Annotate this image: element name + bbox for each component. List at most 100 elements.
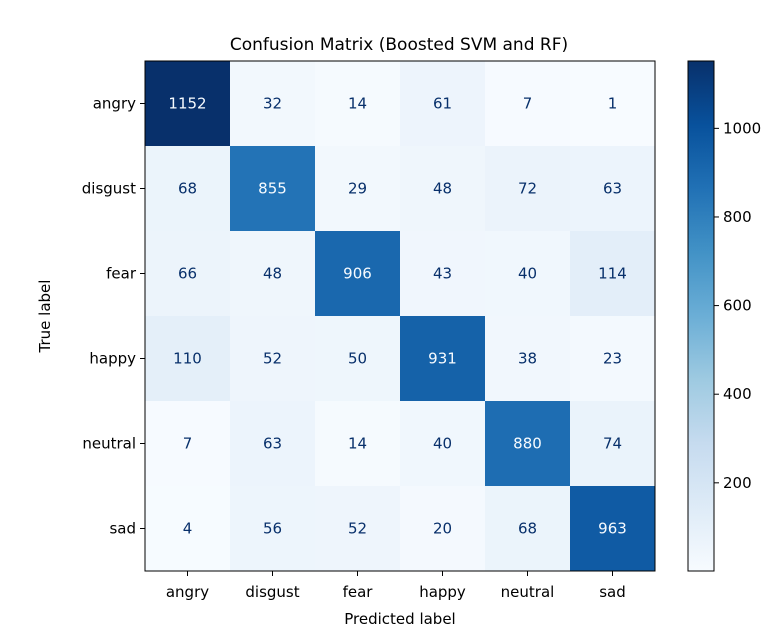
cell-value-label: 63 (263, 435, 282, 453)
cell-value-label: 48 (263, 265, 282, 283)
x-tick-label: disgust (245, 583, 299, 601)
cell-value-label: 906 (343, 265, 372, 283)
x-axis-ticks: angry disgust fear happy neutral sad (166, 571, 626, 601)
heatmap-cell (315, 231, 401, 317)
cell-value-label: 14 (348, 435, 367, 453)
heatmap-cell (230, 486, 316, 572)
colorbar-tick-label: 1000 (723, 119, 761, 137)
heatmap-cells (145, 61, 656, 572)
cell-value-label: 43 (433, 265, 452, 283)
heatmap-cell (315, 486, 401, 572)
colorbar-tick-label: 800 (723, 208, 752, 226)
heatmap-cell (400, 401, 486, 487)
heatmap-cell (400, 316, 486, 402)
heatmap-cell (485, 61, 571, 147)
heatmap-cell (145, 316, 231, 402)
x-axis-label: Predicted label (344, 610, 455, 628)
cell-value-label: 40 (433, 435, 452, 453)
heatmap-cell (570, 401, 656, 487)
cell-value-label: 110 (173, 350, 202, 368)
heatmap-cell (400, 146, 486, 232)
cell-value-label: 52 (263, 350, 282, 368)
cell-value-label: 963 (598, 520, 627, 538)
cell-value-label: 23 (603, 350, 622, 368)
heatmap-cell (485, 231, 571, 317)
heatmap-cell (315, 61, 401, 147)
heatmap-cell (230, 146, 316, 232)
heatmap-cell (400, 486, 486, 572)
heatmap-cell (315, 401, 401, 487)
heatmap-cell (145, 486, 231, 572)
heatmap-cell (570, 146, 656, 232)
cell-value-label: 48 (433, 180, 452, 198)
x-tick-label: sad (599, 583, 626, 601)
cell-value-label: 52 (348, 520, 367, 538)
heatmap-cell (570, 231, 656, 317)
cell-value-label: 56 (263, 520, 282, 538)
y-axis-ticks: angry disgust fear happy neutral sad (82, 95, 145, 538)
cell-value-label: 14 (348, 95, 367, 113)
heatmap-cell (570, 316, 656, 402)
heatmap-cell (145, 231, 231, 317)
heatmap-cell (485, 146, 571, 232)
heatmap-cell (230, 61, 316, 147)
colorbar-gradient (688, 61, 714, 571)
y-tick-label: disgust (82, 180, 136, 198)
heatmap-cell (145, 61, 231, 147)
heatmap-cell (315, 316, 401, 402)
heatmap-cell (315, 146, 401, 232)
cell-value-label: 20 (433, 520, 452, 538)
heatmap-cell-labels: 1152 32 14 61 7 1 68 855 29 48 72 63 66 48 906 43 40 114 1… (168, 95, 626, 538)
cell-value-label: 40 (518, 265, 537, 283)
heatmap-cell (230, 231, 316, 317)
cell-value-label: 931 (428, 350, 457, 368)
cell-value-label: 68 (178, 180, 197, 198)
x-tick-label: neutral (501, 583, 555, 601)
colorbar-tick-label: 600 (723, 297, 752, 315)
y-tick-label: angry (93, 95, 136, 113)
cell-value-label: 855 (258, 180, 287, 198)
colorbar-ticks: 200 400 600 800 1000 (714, 119, 761, 492)
colorbar-tick-label: 400 (723, 385, 752, 403)
colorbar-frame (687, 60, 715, 572)
heatmap-cell (145, 146, 231, 232)
heatmap-cell (485, 316, 571, 402)
y-axis-label: True label (36, 280, 54, 354)
heatmap-cell (145, 401, 231, 487)
heatmap-cell (485, 401, 571, 487)
x-tick-label: angry (166, 583, 209, 601)
cell-value-label: 74 (603, 435, 622, 453)
cell-value-label: 7 (183, 435, 193, 453)
heatmap-cell (570, 61, 656, 147)
cell-value-label: 29 (348, 180, 367, 198)
y-tick-label: neutral (82, 435, 136, 453)
x-tick-label: fear (343, 583, 374, 601)
heatmap-cell (230, 316, 316, 402)
cell-value-label: 114 (598, 265, 627, 283)
cell-value-label: 68 (518, 520, 537, 538)
heatmap-cell (570, 486, 656, 572)
cell-value-label: 50 (348, 350, 367, 368)
y-tick-label: sad (109, 520, 136, 538)
cell-value-label: 1152 (168, 95, 206, 113)
cell-value-label: 66 (178, 265, 197, 283)
y-tick-label: fear (106, 265, 137, 283)
chart-title: Confusion Matrix (Boosted SVM and RF) (230, 35, 568, 55)
heatmap-cell (400, 231, 486, 317)
x-tick-label: happy (419, 583, 466, 601)
cell-value-label: 72 (518, 180, 537, 198)
cell-value-label: 61 (433, 95, 452, 113)
cell-value-label: 32 (263, 95, 282, 113)
heatmap-cell (400, 61, 486, 147)
cell-value-label: 880 (513, 435, 542, 453)
heatmap-cell (230, 401, 316, 487)
cell-value-label: 38 (518, 350, 537, 368)
y-tick-label: happy (89, 350, 136, 368)
cell-value-label: 63 (603, 180, 622, 198)
cell-value-label: 7 (523, 95, 533, 113)
cell-value-label: 1 (608, 95, 618, 113)
plot-frame (144, 60, 656, 572)
colorbar-tick-label: 200 (723, 474, 752, 492)
heatmap-cell (485, 486, 571, 572)
